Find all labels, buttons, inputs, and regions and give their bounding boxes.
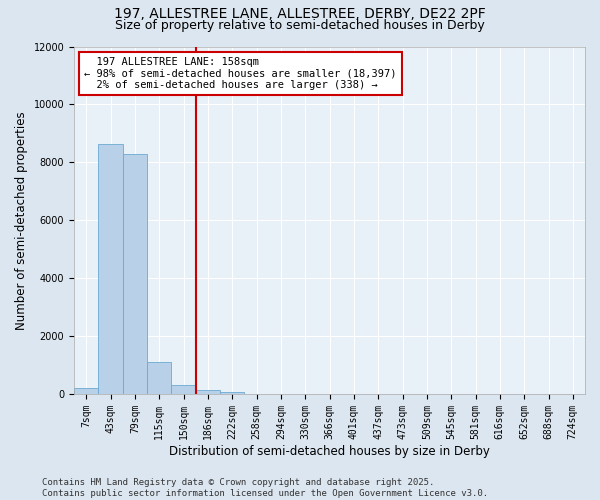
Bar	[98, 144, 122, 394]
Bar	[147, 362, 172, 394]
Bar	[122, 154, 147, 394]
Bar	[220, 392, 244, 394]
Text: 197 ALLESTREE LANE: 158sqm
← 98% of semi-detached houses are smaller (18,397)
  : 197 ALLESTREE LANE: 158sqm ← 98% of semi…	[84, 57, 397, 90]
Text: Contains HM Land Registry data © Crown copyright and database right 2025.
Contai: Contains HM Land Registry data © Crown c…	[42, 478, 488, 498]
Text: 197, ALLESTREE LANE, ALLESTREE, DERBY, DE22 2PF: 197, ALLESTREE LANE, ALLESTREE, DERBY, D…	[114, 8, 486, 22]
X-axis label: Distribution of semi-detached houses by size in Derby: Distribution of semi-detached houses by …	[169, 444, 490, 458]
Bar	[196, 390, 220, 394]
Y-axis label: Number of semi-detached properties: Number of semi-detached properties	[15, 111, 28, 330]
Bar	[172, 386, 196, 394]
Bar	[74, 388, 98, 394]
Text: Size of property relative to semi-detached houses in Derby: Size of property relative to semi-detach…	[115, 18, 485, 32]
